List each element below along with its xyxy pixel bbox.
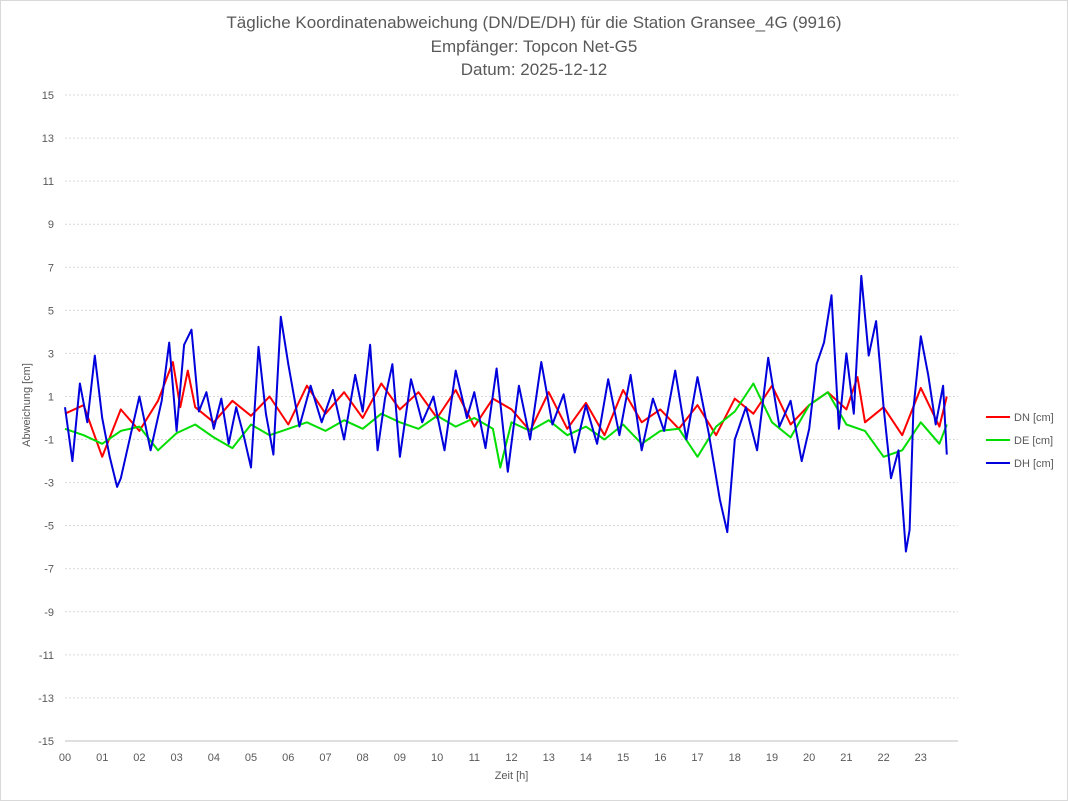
x-tick-label: 20 — [803, 752, 815, 764]
x-tick-label: 10 — [431, 752, 443, 764]
chart-subtitle-receiver: Empfänger: Topcon Net-G5 — [430, 37, 638, 56]
x-tick-label: 01 — [96, 752, 108, 764]
gridlines — [65, 94, 958, 742]
x-tick-label: 18 — [729, 752, 741, 764]
x-tick-label: 09 — [394, 752, 406, 764]
y-tick-label: -1 — [44, 435, 54, 447]
legend-label: DE [cm] — [1014, 435, 1053, 447]
y-tick-label: 15 — [42, 90, 54, 102]
x-tick-label: 17 — [691, 752, 703, 764]
y-tick-label: -3 — [44, 478, 54, 490]
y-tick-label: -9 — [44, 607, 54, 619]
x-tick-labels: 00 01 02 03 04 05 06 07 08 09 10 11 12 13 14 15 16 17 18 19… — [59, 752, 927, 764]
x-tick-label: 08 — [357, 752, 369, 764]
y-tick-label: -5 — [44, 521, 54, 533]
y-tick-label: -13 — [38, 693, 54, 705]
legend-label: DN [cm] — [1014, 412, 1054, 424]
y-tick-label: 1 — [48, 391, 54, 403]
x-tick-label: 15 — [617, 752, 629, 764]
y-tick-label: 11 — [43, 176, 54, 188]
y-tick-labels: 15 13 11 9 7 5 3 1 -1 -3 -5 -7 -9 -11 -13 -15 — [38, 90, 54, 748]
series-lines — [64, 274, 948, 553]
y-tick-label: -15 — [38, 736, 54, 748]
y-tick-label: 7 — [48, 262, 54, 274]
x-tick-label: 03 — [171, 752, 183, 764]
x-tick-label: 06 — [282, 752, 294, 764]
x-tick-label: 07 — [319, 752, 331, 764]
series-line-de — [64, 382, 948, 469]
y-tick-label: -7 — [44, 564, 54, 576]
legend-label: DH [cm] — [1014, 458, 1054, 470]
x-tick-label: 11 — [469, 752, 480, 764]
x-tick-label: 05 — [245, 752, 257, 764]
x-tick-label: 22 — [877, 752, 889, 764]
x-tick-label: 14 — [580, 752, 592, 764]
x-tick-label: 12 — [505, 752, 517, 764]
x-tick-label: 13 — [543, 752, 555, 764]
y-tick-label: 9 — [48, 219, 54, 231]
x-tick-label: 21 — [840, 752, 852, 764]
x-tick-label: 02 — [133, 752, 145, 764]
x-tick-label: 04 — [208, 752, 220, 764]
x-tick-label: 23 — [915, 752, 927, 764]
x-tick-label: 00 — [59, 752, 71, 764]
x-tick-label: 19 — [766, 752, 778, 764]
x-tick-label: 16 — [654, 752, 666, 764]
chart-title: Tägliche Koordinatenabweichung (DN/DE/DH… — [226, 13, 842, 32]
x-axis-label: Zeit [h] — [495, 770, 529, 782]
y-tick-label: 5 — [48, 305, 54, 317]
y-tick-label: 13 — [42, 133, 54, 145]
y-axis-label: Abweichung [cm] — [21, 363, 33, 447]
y-tick-label: -11 — [39, 650, 54, 662]
legend: DN [cm] DE [cm] DH [cm] — [986, 412, 1054, 470]
series-line-dh — [64, 274, 948, 553]
y-tick-label: 3 — [48, 348, 54, 360]
chart-subtitle-date: Datum: 2025-12-12 — [460, 60, 608, 79]
